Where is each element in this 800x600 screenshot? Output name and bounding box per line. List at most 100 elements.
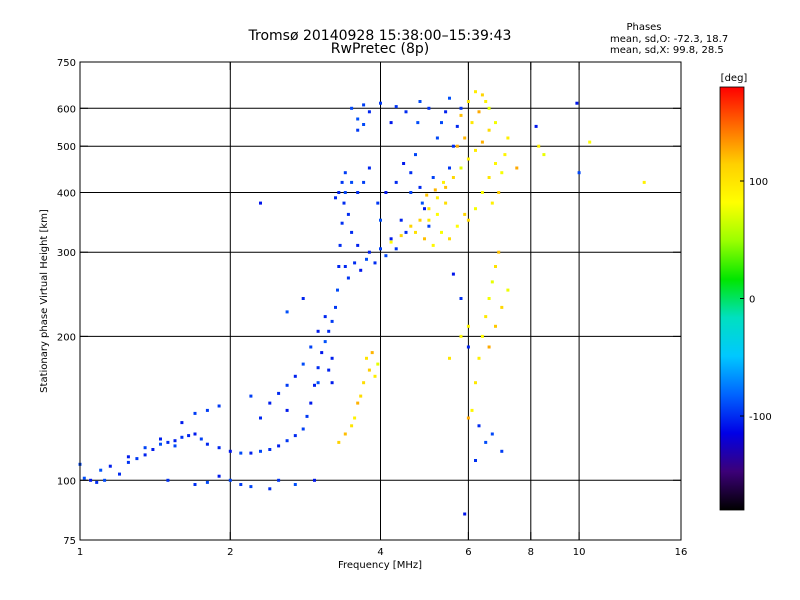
data-point-x	[389, 240, 393, 244]
data-point-o	[259, 201, 262, 205]
data-point-o	[362, 123, 366, 126]
data-point-o	[309, 401, 313, 405]
data-point-o	[367, 250, 371, 254]
data-point-o	[126, 455, 130, 459]
data-point-x	[470, 121, 474, 125]
data-point-o	[337, 265, 341, 268]
data-point-o	[444, 110, 448, 114]
data-point-x	[444, 185, 448, 189]
data-point-x	[448, 237, 451, 241]
data-point-x	[466, 100, 470, 103]
data-point-x	[480, 334, 484, 338]
data-point-x	[494, 265, 497, 268]
data-point-x	[370, 351, 374, 355]
data-point-o	[166, 478, 170, 482]
data-point-o	[484, 440, 488, 444]
data-point-x	[423, 237, 426, 241]
data-point-o	[126, 460, 130, 464]
data-point-o	[350, 106, 354, 110]
data-point-o	[228, 449, 232, 453]
data-point-o	[249, 394, 253, 398]
colorbar-label: [deg]	[721, 73, 748, 84]
data-point-x	[477, 110, 481, 114]
data-point-x	[463, 136, 467, 140]
y-tick-label: 500	[57, 142, 76, 153]
data-point-o	[359, 268, 363, 272]
data-point-x	[480, 140, 484, 144]
data-point-o	[320, 351, 324, 355]
data-point-o	[340, 221, 344, 225]
data-point-o	[379, 218, 382, 222]
data-point-o	[217, 446, 221, 450]
data-point-x	[435, 196, 439, 200]
data-point-x	[506, 288, 510, 292]
grid-lines	[80, 62, 681, 540]
data-point-o	[414, 153, 417, 157]
data-point-o	[316, 366, 320, 370]
data-point-o	[239, 451, 243, 455]
data-point-o	[249, 485, 253, 489]
data-point-x	[487, 297, 491, 300]
data-point-x	[500, 305, 504, 309]
data-point-o	[389, 121, 393, 125]
data-point-o	[205, 480, 209, 484]
data-point-x	[418, 218, 422, 222]
x-tick-label: 10	[573, 547, 586, 558]
data-point-o	[418, 185, 422, 189]
data-point-x	[373, 374, 377, 378]
data-point-o	[180, 421, 184, 425]
data-point-o	[463, 512, 467, 516]
data-point-o	[118, 472, 121, 476]
data-point-o	[490, 432, 494, 436]
data-point-x	[494, 324, 497, 328]
data-point-x	[399, 234, 403, 238]
chart-subtitle: RwPretec (8p)	[331, 41, 429, 57]
data-point-o	[365, 257, 368, 261]
phases-heading: Phases	[626, 22, 661, 33]
data-point-x	[487, 106, 491, 110]
data-point-x	[431, 243, 435, 247]
data-point-o	[334, 196, 337, 200]
data-point-x	[459, 166, 463, 170]
data-point-o	[353, 261, 357, 265]
data-point-o	[180, 435, 184, 439]
data-point-o	[343, 191, 347, 194]
data-point-o	[193, 483, 197, 486]
data-point-x	[487, 176, 491, 179]
colorbar-tick-label: -100	[749, 412, 772, 423]
data-point-o	[577, 171, 581, 175]
data-point-x	[490, 201, 494, 205]
data-point-o	[285, 310, 289, 314]
data-point-o	[418, 100, 422, 103]
data-point-x	[356, 401, 360, 405]
data-point-x	[480, 191, 484, 194]
data-point-o	[336, 288, 339, 292]
data-point-o	[356, 117, 360, 121]
data-point-o	[99, 468, 103, 472]
data-point-x	[463, 212, 467, 216]
data-point-o	[173, 444, 177, 448]
data-point-o	[402, 162, 406, 165]
y-tick-label: 300	[57, 248, 76, 259]
data-point-o	[427, 106, 431, 110]
x-tick-label: 16	[675, 547, 688, 558]
data-point-o	[440, 121, 443, 125]
data-point-o	[217, 474, 221, 478]
data-point-x	[515, 166, 519, 170]
data-point-x	[466, 157, 470, 161]
data-point-o	[293, 483, 297, 486]
data-point-o	[399, 218, 403, 222]
data-point-x	[362, 381, 366, 385]
data-point-o	[268, 448, 272, 451]
colorbar-tick-label: 100	[749, 177, 768, 188]
data-point-o	[362, 103, 366, 107]
data-point-o	[474, 459, 477, 462]
data-point-o	[379, 101, 382, 105]
data-point-o	[459, 297, 463, 300]
data-point-o	[500, 449, 504, 453]
chart-title: Tromsø 20140928 15:38:00–15:39:43	[248, 28, 512, 44]
data-point-x	[466, 416, 470, 420]
data-point-x	[484, 100, 488, 103]
data-point-x	[474, 381, 477, 385]
data-point-x	[425, 193, 429, 197]
